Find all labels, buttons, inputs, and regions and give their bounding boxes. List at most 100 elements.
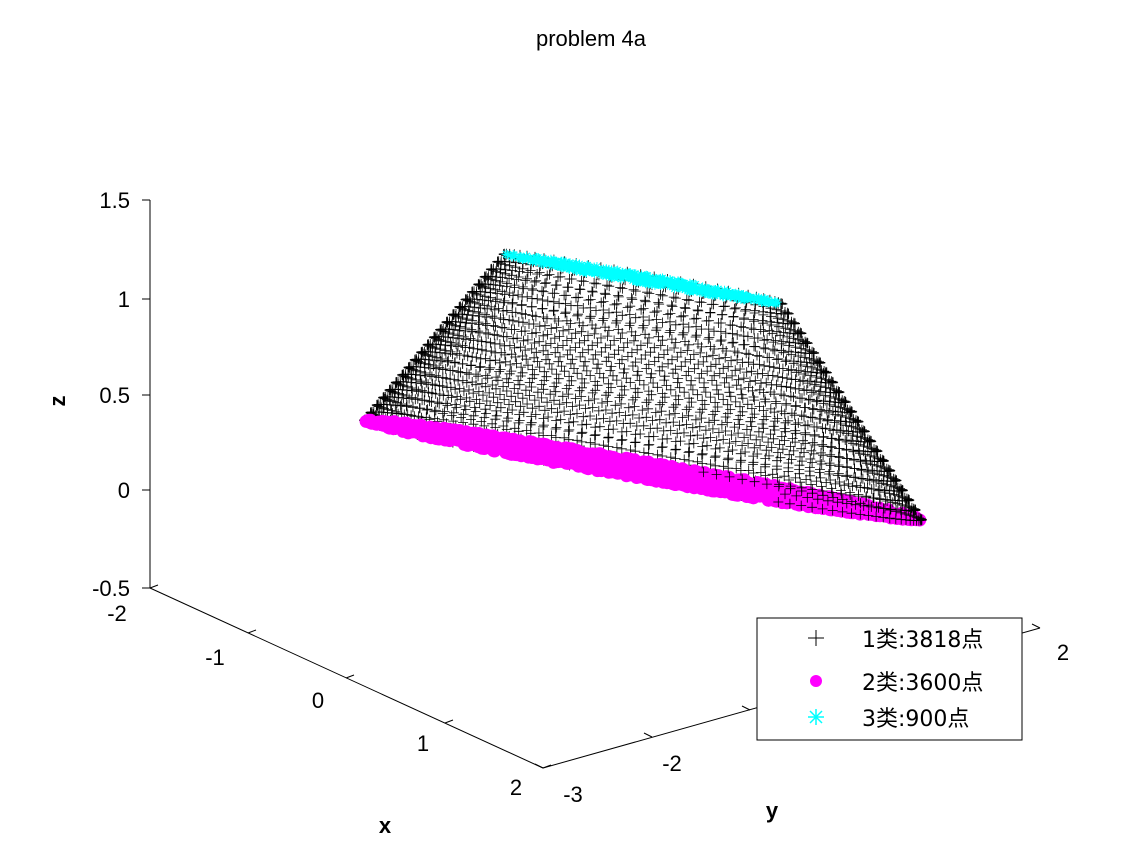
class-1-point <box>502 278 513 289</box>
class-1-point <box>539 366 550 377</box>
class-3-point <box>645 272 655 282</box>
class-3-point <box>729 290 739 300</box>
class-1-point <box>760 461 770 472</box>
class-1-point <box>780 323 791 334</box>
class-2-point <box>694 482 708 495</box>
class-3-point <box>636 270 646 280</box>
class-1-point <box>514 379 525 390</box>
class-1-point <box>425 369 435 380</box>
class-1-point <box>679 302 690 313</box>
x-tick-label: 1 <box>417 731 429 756</box>
class-1-point <box>656 442 667 453</box>
class-1-point <box>438 390 449 401</box>
class-1-point <box>485 355 495 366</box>
class-1-point <box>690 332 701 342</box>
class-1-point <box>563 324 574 335</box>
class-1-point <box>382 394 392 405</box>
class-1-point <box>499 259 510 270</box>
class-1-point <box>571 292 581 303</box>
class-1-point <box>821 367 832 378</box>
class-1-point <box>678 327 689 338</box>
class-1-point <box>814 356 824 367</box>
class-1-point <box>821 405 832 416</box>
class-3-point <box>629 270 639 280</box>
class-3-point <box>669 276 679 286</box>
class-1-point <box>891 504 902 515</box>
class-3-point <box>538 254 548 264</box>
class-1-point <box>653 297 664 308</box>
class-1-point <box>797 393 807 404</box>
class-1-point <box>591 278 602 289</box>
class-1-point <box>467 287 478 298</box>
class-1-point <box>468 288 479 299</box>
class-1-point <box>718 394 729 405</box>
class-1-point <box>665 308 676 319</box>
class-3-point <box>584 265 594 275</box>
class-1-point <box>765 316 776 327</box>
class-1-point <box>601 390 611 401</box>
class-1-point <box>761 479 772 490</box>
class-1-point <box>777 372 788 383</box>
class-1-point <box>560 307 571 318</box>
class-1-point <box>768 337 779 348</box>
class-1-point <box>585 311 596 322</box>
class-1-point <box>625 301 636 312</box>
class-1-point <box>450 384 461 395</box>
class-1-point <box>581 365 592 376</box>
class-1-point <box>782 307 793 318</box>
class-1-point <box>657 335 668 346</box>
class-1-point <box>916 514 927 525</box>
class-1-point <box>815 404 826 415</box>
class-1-point <box>832 497 843 508</box>
class-1-point <box>771 354 782 365</box>
class-1-point <box>895 483 906 494</box>
class-1-point <box>469 402 480 413</box>
class-1-point <box>513 316 524 327</box>
class-1-point <box>434 398 445 409</box>
class-1-point <box>833 434 844 445</box>
class-1-point <box>503 413 514 424</box>
class-1-point <box>715 336 726 347</box>
class-2-point <box>561 456 575 470</box>
class-1-point <box>480 370 491 381</box>
class-1-point <box>494 357 505 368</box>
class-1-point <box>611 318 621 328</box>
class-1-point <box>540 320 550 331</box>
class-1-point <box>826 451 837 462</box>
z-tick-label: 1 <box>118 287 130 312</box>
class-1-point <box>778 347 789 358</box>
class-1-point <box>769 425 780 435</box>
class-1-point <box>899 492 910 503</box>
class-1-point <box>828 492 839 503</box>
class-1-point <box>868 493 879 503</box>
class-1-point <box>876 478 887 489</box>
class-1-point <box>471 379 481 390</box>
class-1-point <box>617 434 628 445</box>
class-1-point <box>712 402 723 412</box>
class-1-point <box>863 500 874 511</box>
class-1-point <box>859 426 870 437</box>
class-1-point <box>589 328 600 339</box>
class-1-point <box>456 412 467 423</box>
class-1-point <box>874 493 885 504</box>
class-1-point <box>427 351 438 362</box>
class-1-point <box>742 399 753 410</box>
class-1-point <box>746 323 757 334</box>
class-1-point <box>771 326 782 337</box>
class-1-point <box>730 396 741 407</box>
class-1-point <box>427 379 438 390</box>
class-1-point <box>697 458 708 469</box>
class-1-point <box>850 499 861 510</box>
class-1-point <box>856 424 867 435</box>
class-2-point <box>499 446 513 459</box>
class-1-point <box>467 377 478 387</box>
class-1-point <box>466 360 477 371</box>
class-1-point <box>445 337 456 348</box>
class-1-point <box>846 508 857 519</box>
class-1-point <box>578 320 588 331</box>
class-1-point <box>807 484 818 495</box>
class-1-point <box>497 272 508 283</box>
class-1-point <box>700 425 711 436</box>
z-tick-label: 0 <box>118 478 130 503</box>
class-1-point <box>877 454 888 465</box>
